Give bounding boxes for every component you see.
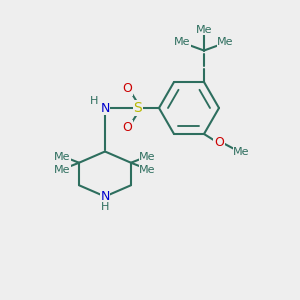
Text: O: O: [123, 121, 132, 134]
Text: H: H: [90, 95, 99, 106]
Text: Me: Me: [217, 37, 234, 47]
Text: N: N: [100, 101, 110, 115]
Text: N: N: [100, 190, 110, 203]
Text: Me: Me: [139, 165, 156, 175]
Text: O: O: [123, 82, 132, 95]
Text: Me: Me: [174, 37, 191, 47]
Text: Me: Me: [54, 165, 71, 175]
Text: S: S: [134, 101, 142, 115]
Text: H: H: [101, 202, 109, 212]
Text: Me: Me: [54, 152, 71, 162]
Text: Me: Me: [139, 152, 156, 162]
Text: Me: Me: [196, 25, 212, 34]
Text: O: O: [214, 136, 224, 149]
Text: Me: Me: [233, 147, 250, 157]
